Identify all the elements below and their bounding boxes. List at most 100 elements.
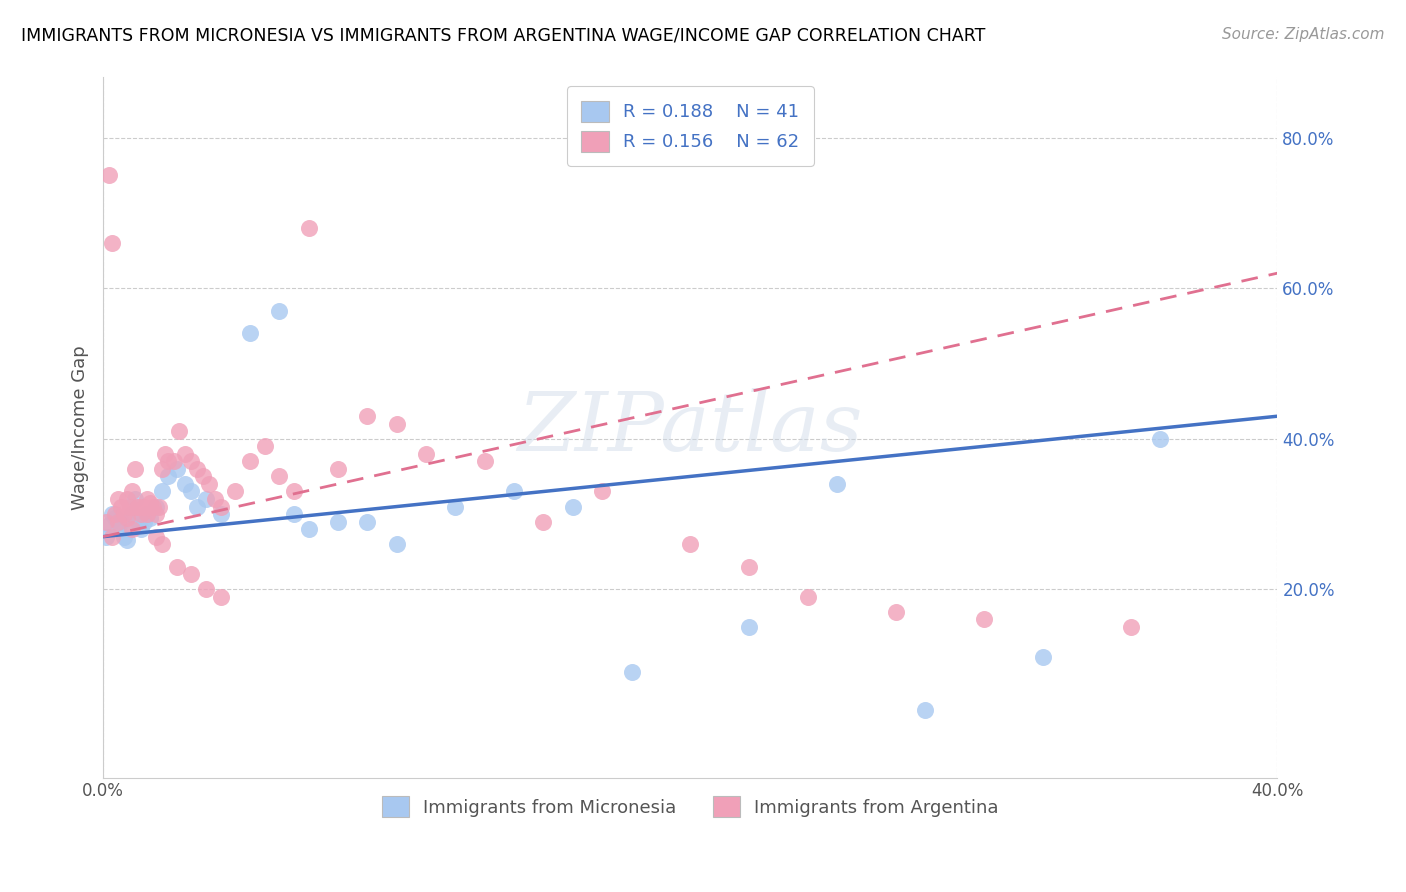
Point [914, 703, 936, 717]
Point [145, 500, 167, 514]
Point [98, 169, 121, 183]
Point [127, 500, 149, 514]
Point [121, 484, 143, 499]
Point [127, 515, 149, 529]
Point [283, 507, 305, 521]
Legend: Immigrants from Micronesia, Immigrants from Argentina: Immigrants from Micronesia, Immigrants f… [374, 789, 1005, 824]
Point [194, 582, 217, 597]
Point [107, 522, 129, 536]
Point [533, 515, 555, 529]
Point [94, 515, 117, 529]
Point [142, 500, 165, 514]
Point [134, 500, 156, 514]
Point [186, 462, 208, 476]
Point [121, 507, 143, 521]
Point [283, 484, 305, 499]
Point [679, 537, 702, 551]
Point [738, 620, 761, 634]
Point [118, 522, 141, 536]
Point [186, 500, 208, 514]
Point [269, 303, 291, 318]
Point [136, 491, 159, 506]
Point [444, 500, 467, 514]
Point [204, 491, 226, 506]
Point [127, 500, 149, 514]
Point [121, 522, 143, 536]
Point [107, 515, 129, 529]
Point [145, 530, 167, 544]
Point [503, 484, 526, 499]
Point [209, 500, 232, 514]
Point [385, 537, 408, 551]
Point [124, 491, 146, 506]
Point [150, 484, 173, 499]
Point [166, 462, 188, 476]
Point [591, 484, 613, 499]
Point [134, 515, 156, 529]
Y-axis label: Wage/Income Gap: Wage/Income Gap [72, 345, 89, 510]
Point [198, 477, 221, 491]
Point [129, 507, 152, 521]
Point [180, 484, 202, 499]
Point [174, 477, 197, 491]
Point [110, 515, 132, 529]
Point [180, 567, 202, 582]
Point [356, 409, 378, 424]
Point [1119, 620, 1142, 634]
Point [118, 500, 141, 514]
Point [110, 500, 132, 514]
Point [209, 590, 232, 604]
Point [115, 511, 138, 525]
Point [239, 326, 262, 341]
Point [620, 665, 643, 680]
Point [162, 454, 184, 468]
Point [884, 605, 907, 619]
Point [1031, 650, 1053, 665]
Point [136, 507, 159, 521]
Point [385, 417, 408, 431]
Point [825, 477, 848, 491]
Point [973, 612, 995, 626]
Point [112, 507, 135, 521]
Point [239, 454, 262, 468]
Point [145, 507, 167, 521]
Point [148, 500, 170, 514]
Point [115, 533, 138, 548]
Point [224, 484, 246, 499]
Point [561, 500, 583, 514]
Point [1149, 432, 1171, 446]
Point [796, 590, 818, 604]
Point [150, 537, 173, 551]
Point [156, 454, 179, 468]
Point [209, 507, 232, 521]
Text: ZIPatlas: ZIPatlas [517, 387, 863, 467]
Point [150, 462, 173, 476]
Point [98, 518, 121, 533]
Point [124, 462, 146, 476]
Point [474, 454, 496, 468]
Point [101, 530, 124, 544]
Point [415, 447, 437, 461]
Point [139, 496, 162, 510]
Point [174, 447, 197, 461]
Point [180, 454, 202, 468]
Point [738, 559, 761, 574]
Point [253, 439, 276, 453]
Point [112, 530, 135, 544]
Point [129, 522, 152, 536]
Point [136, 507, 159, 521]
Point [191, 469, 214, 483]
Point [298, 522, 321, 536]
Point [166, 559, 188, 574]
Point [169, 424, 191, 438]
Point [115, 491, 138, 506]
Point [107, 491, 129, 506]
Text: IMMIGRANTS FROM MICRONESIA VS IMMIGRANTS FROM ARGENTINA WAGE/INCOME GAP CORRELAT: IMMIGRANTS FROM MICRONESIA VS IMMIGRANTS… [21, 27, 986, 45]
Point [326, 462, 349, 476]
Point [194, 491, 217, 506]
Point [101, 235, 124, 250]
Point [104, 507, 127, 521]
Point [356, 515, 378, 529]
Point [153, 447, 176, 461]
Point [156, 469, 179, 483]
